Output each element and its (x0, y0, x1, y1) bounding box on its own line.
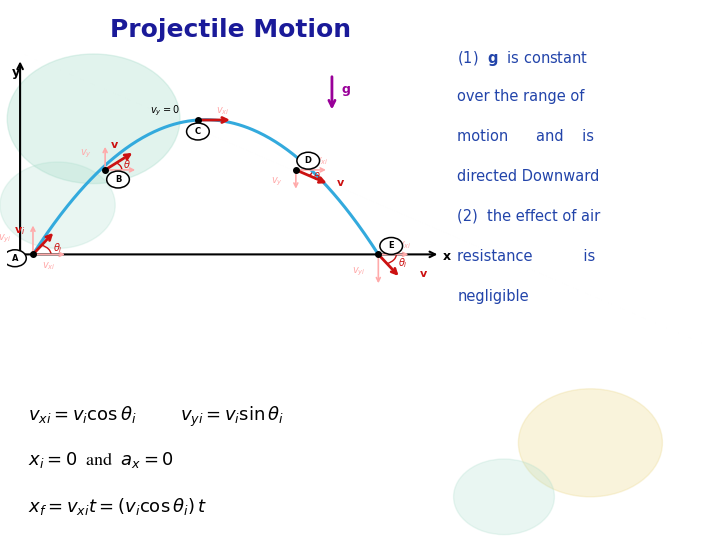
Circle shape (518, 389, 662, 497)
Circle shape (380, 238, 402, 254)
Text: A: A (12, 254, 18, 263)
Text: (2)  the effect of air: (2) the effect of air (457, 209, 600, 224)
Text: over the range of: over the range of (457, 89, 585, 104)
Text: $v_y = 0$: $v_y = 0$ (150, 104, 179, 118)
Circle shape (186, 123, 210, 140)
Text: directed Downward: directed Downward (457, 169, 600, 184)
Text: $v_y$: $v_y$ (271, 176, 283, 188)
Text: $\mathbf{v}_i$: $\mathbf{v}_i$ (14, 225, 25, 237)
Text: D: D (305, 156, 312, 165)
Text: $\mathbf{g}$: $\mathbf{g}$ (341, 84, 351, 98)
Text: (1)  $\mathbf{g}$  is constant: (1) $\mathbf{g}$ is constant (457, 49, 588, 68)
Text: $x_i = 0$  and  $a_x = 0$: $x_i = 0$ and $a_x = 0$ (28, 450, 174, 470)
Circle shape (0, 162, 115, 248)
Text: $\mathbf{v}$: $\mathbf{v}$ (336, 178, 346, 188)
Text: E: E (388, 241, 394, 251)
Text: C: C (195, 127, 201, 136)
Circle shape (297, 152, 320, 169)
Text: $v_y$: $v_y$ (81, 148, 92, 160)
Text: $v_{xi}$: $v_{xi}$ (217, 105, 230, 117)
Text: $\theta_i$: $\theta_i$ (53, 241, 63, 255)
Circle shape (454, 459, 554, 535)
Text: $v_{xi}$: $v_{xi}$ (42, 260, 55, 272)
Text: resistance           is: resistance is (457, 249, 595, 264)
Text: $\theta$: $\theta$ (313, 170, 321, 181)
Text: $v_{yi}$: $v_{yi}$ (0, 232, 12, 245)
Text: $v_{xi}$: $v_{xi}$ (116, 174, 130, 186)
Text: x: x (443, 250, 451, 263)
Text: $\theta$: $\theta$ (123, 158, 131, 170)
Text: $v_{yi}$: $v_{yi}$ (352, 266, 366, 278)
Text: $\mathbf{v}$: $\mathbf{v}$ (419, 269, 428, 279)
Circle shape (4, 250, 26, 267)
Text: motion      and    is: motion and is (457, 129, 594, 144)
Text: $\theta_i$: $\theta_i$ (398, 256, 408, 269)
Text: y: y (12, 66, 20, 79)
Text: $\mathbf{v}$: $\mathbf{v}$ (110, 140, 120, 150)
Circle shape (107, 171, 130, 188)
Text: $v_{xi} = v_i \cos\theta_i$          $v_{yi} = v_i \sin\theta_i$: $v_{xi} = v_i \cos\theta_i$ $v_{yi} = v_… (28, 405, 284, 429)
Text: Projectile Motion: Projectile Motion (110, 18, 351, 42)
Text: $x_f = v_{xi}t = (v_i \cos\theta_i)\,t$: $x_f = v_{xi}t = (v_i \cos\theta_i)\,t$ (28, 496, 207, 517)
Text: $v_{xi}$: $v_{xi}$ (315, 155, 329, 167)
Circle shape (7, 54, 180, 184)
Text: B: B (114, 175, 121, 184)
Text: negligible: negligible (457, 289, 528, 304)
Text: $v_{xi}$: $v_{xi}$ (397, 239, 411, 251)
